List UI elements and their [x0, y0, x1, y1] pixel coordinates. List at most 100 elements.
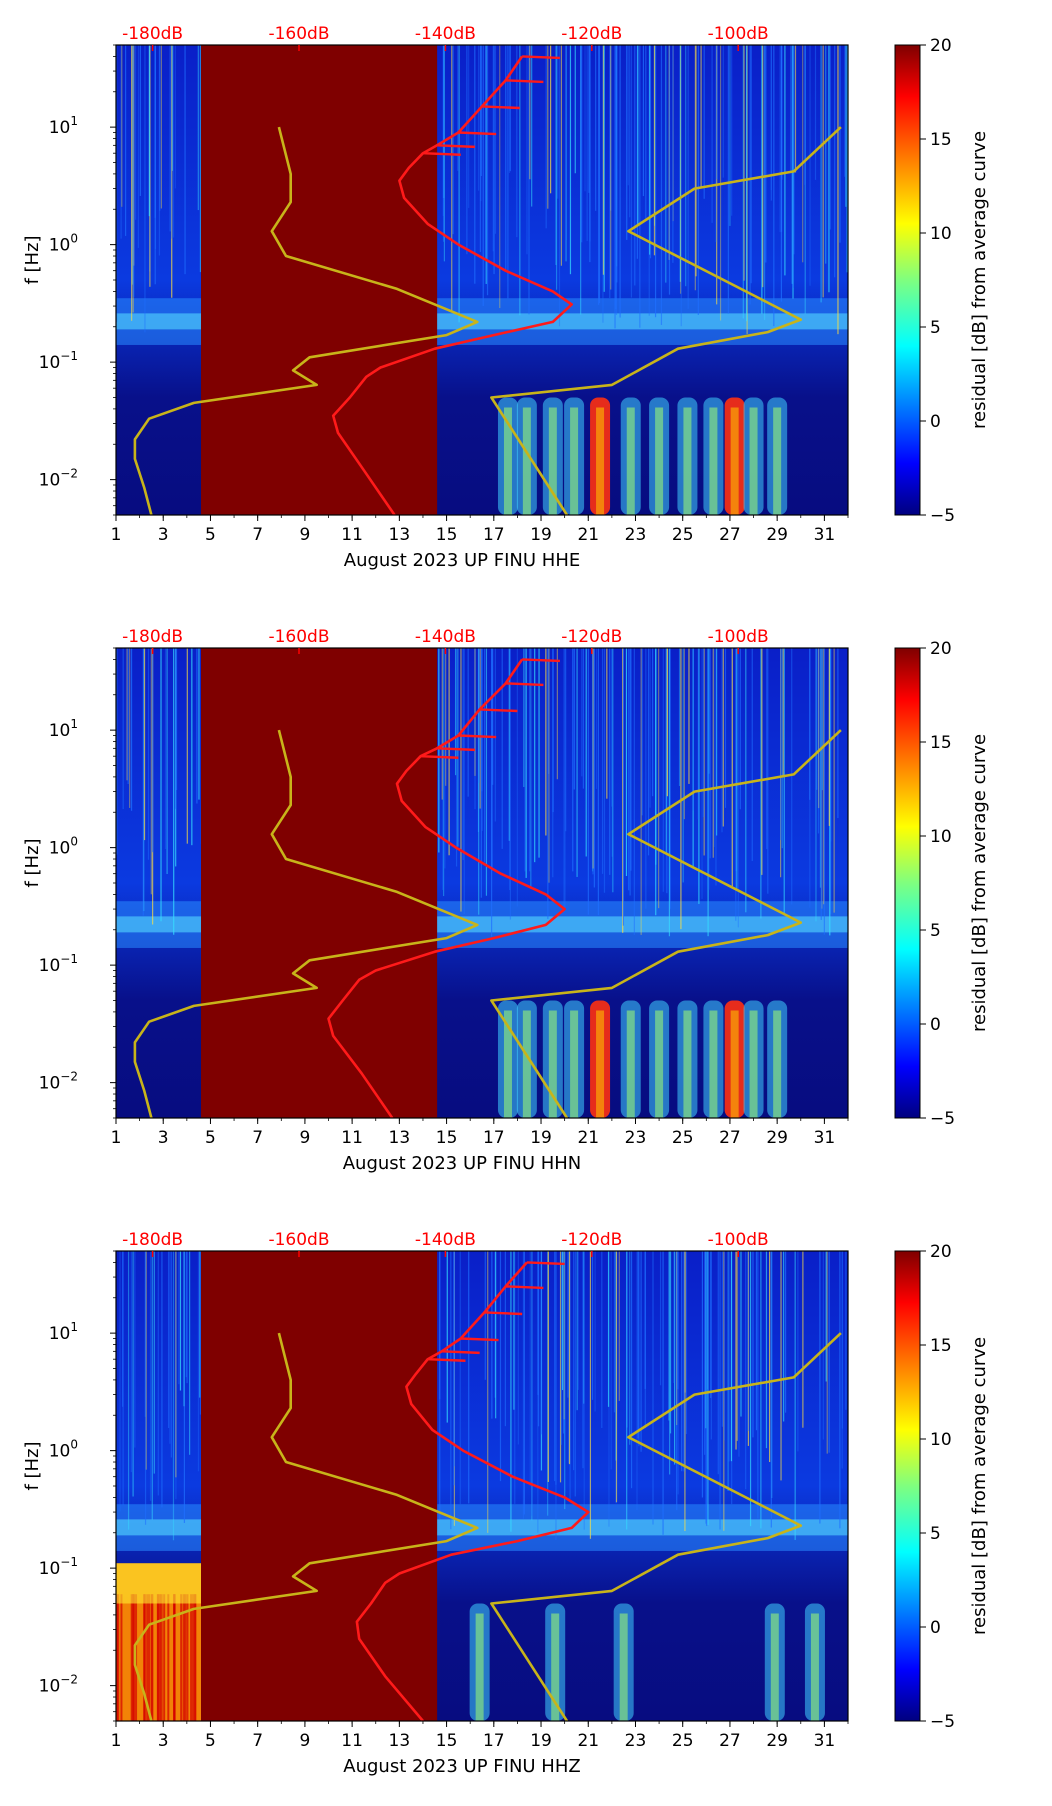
spectrogram-streak	[598, 45, 601, 303]
spectrogram-streak	[555, 1251, 557, 1485]
power-curve-spike	[458, 131, 497, 136]
spectrogram-streak	[721, 1251, 723, 1427]
spectrogram-streak	[144, 45, 146, 333]
spectrogram-area	[116, 648, 848, 1118]
spectrogram-streak	[120, 45, 122, 239]
db-tick-label: -160dB	[268, 24, 329, 44]
y-tick-label: 10−2	[39, 1673, 78, 1697]
power-curve-spike	[505, 1285, 544, 1290]
spectrogram-streak	[459, 1251, 461, 1505]
colorbar-label: residual [dB] from average curve	[969, 131, 990, 429]
spectrogram-blob-core	[810, 1613, 819, 1721]
spectrogram-streak	[791, 648, 793, 905]
spectrogram-streak	[574, 45, 576, 174]
spectrogram-blob-core	[503, 1010, 512, 1118]
spectrogram-streak	[124, 45, 127, 236]
spectrogram-streak	[592, 648, 594, 875]
spectrogram-streak	[186, 1251, 188, 1384]
spectrogram-streak	[736, 648, 738, 891]
spectrogram-streak	[127, 648, 129, 784]
spectrogram-streak	[481, 648, 483, 792]
spectrogram-streak	[557, 45, 559, 199]
low-freq-hot-streak	[117, 1594, 120, 1721]
spectrogram-streak	[547, 648, 549, 919]
spectrogram-streak	[158, 45, 161, 256]
spectrogram-streak	[164, 648, 167, 850]
power-curve-spike	[437, 144, 475, 149]
spectrogram-streak	[484, 45, 487, 261]
spectrogram-streak	[504, 1251, 506, 1427]
spectrogram-streak	[752, 1251, 754, 1438]
spectrogram-streak	[637, 1251, 639, 1439]
spectrogram-streak	[561, 1251, 564, 1391]
y-tick-label: 10−1	[39, 349, 78, 373]
spectrogram-streak	[738, 1251, 740, 1457]
spectrogram-streak	[553, 1251, 556, 1482]
spectrogram-streak	[825, 1251, 827, 1382]
spectrogram-streak	[564, 1251, 566, 1510]
y-axis-label: f [Hz]	[22, 235, 43, 284]
colorbar-tick-label: 0	[930, 1015, 941, 1035]
spectrogram-streak	[655, 648, 657, 916]
x-tick-label: 31	[814, 1128, 836, 1148]
spectrogram-streak	[761, 648, 763, 875]
spectrogram-streak	[135, 45, 137, 220]
db-tick-label: -100dB	[708, 627, 769, 647]
x-tick-label: 5	[205, 1731, 216, 1751]
spectrogram-blob-core	[548, 407, 557, 515]
spectrogram-streak	[519, 45, 521, 316]
x-tick-label: 29	[766, 525, 788, 545]
x-tick-label: 21	[577, 525, 599, 545]
spectrogram-streak	[685, 45, 687, 287]
spectrogram-streak	[712, 648, 714, 858]
spectrogram-blob-core	[773, 1010, 782, 1118]
spectrogram-streak	[545, 45, 547, 229]
x-tick-label: 11	[341, 1731, 363, 1751]
spectrogram-streak	[633, 648, 635, 935]
spectrogram-streak	[484, 1251, 486, 1380]
low-freq-hot-streak	[190, 1594, 193, 1721]
spectrogram-streak	[191, 648, 193, 846]
y-tick-label: 101	[49, 717, 78, 741]
spectrogram-streak	[493, 45, 495, 275]
spectrogram-streak	[783, 648, 785, 915]
spectrogram-streak	[581, 648, 583, 777]
spectrogram-streak	[819, 1251, 821, 1524]
spectrogram-streak	[576, 648, 578, 877]
x-tick-label: 1	[111, 1128, 122, 1148]
colorbar-tick-label: 15	[930, 130, 952, 150]
x-tick-label: 21	[577, 1731, 599, 1751]
x-tick-label: 13	[389, 1128, 411, 1148]
spectrogram-streak	[622, 648, 624, 926]
spectrogram-streak	[196, 648, 198, 804]
x-tick-label: 25	[672, 525, 694, 545]
spectrogram-streak	[683, 648, 685, 820]
spectrogram-streak	[750, 45, 752, 284]
db-tick-label: -140dB	[415, 627, 476, 647]
spectrogram-streak	[749, 45, 751, 305]
spectrogram-streak	[745, 45, 748, 322]
spectrogram-streak	[779, 45, 781, 233]
spectrogram-streak	[630, 648, 632, 871]
spectrogram-streak	[697, 648, 699, 820]
spectrogram-streak	[629, 45, 631, 218]
spectrogram-streak	[601, 1251, 603, 1429]
spectrogram-streak	[505, 45, 507, 272]
spectrogram-streak	[751, 648, 753, 861]
spectrogram-streak	[629, 1251, 631, 1445]
spectrogram-streak	[451, 45, 453, 313]
spectrogram-streak	[178, 1251, 180, 1385]
power-curve-spike	[437, 747, 475, 752]
spectrogram-blob-core	[619, 1613, 628, 1721]
spectrogram-streak	[784, 45, 786, 276]
low-freq-hot-streak	[163, 1594, 166, 1721]
x-tick-label: 19	[530, 1731, 552, 1751]
spectrogram-streak	[555, 45, 558, 290]
low-freq-hot-streak	[192, 1594, 195, 1721]
spectrogram-streak	[530, 648, 532, 889]
spectrogram-streak	[166, 648, 168, 874]
spectrogram-streak	[139, 45, 141, 196]
spectrogram-streak	[828, 1251, 830, 1453]
spectrogram-blob-core	[730, 407, 739, 515]
spectrogram-streak	[556, 648, 558, 780]
